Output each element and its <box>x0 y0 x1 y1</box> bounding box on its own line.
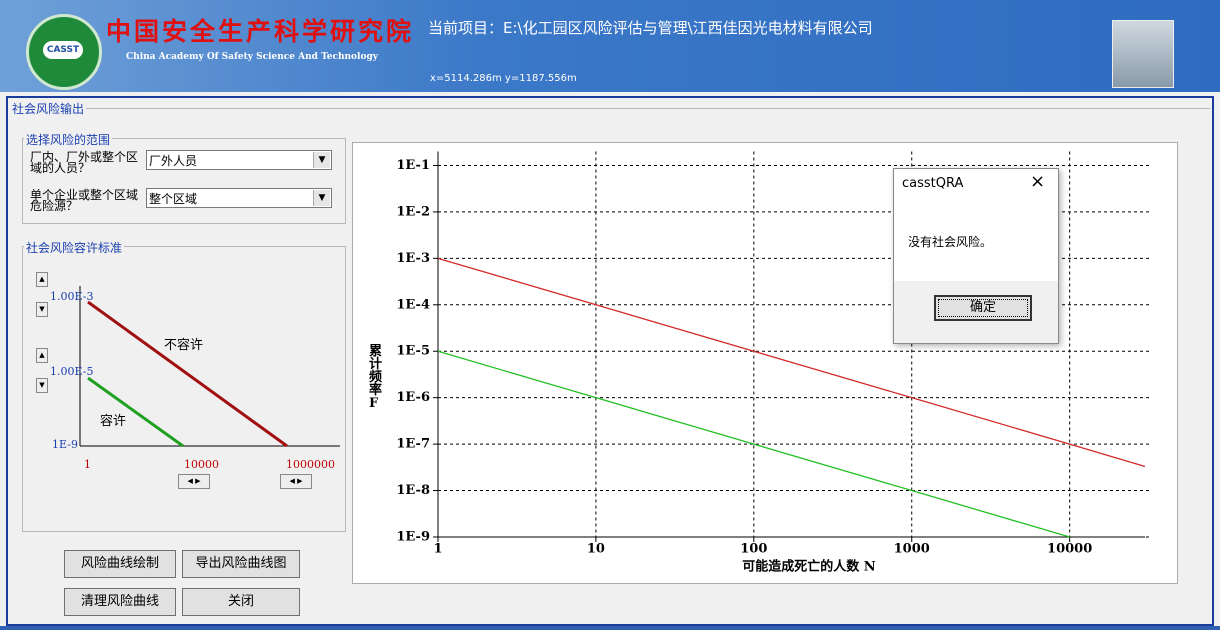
status-bar <box>0 626 1220 630</box>
h-scroll[interactable]: ◀ ▶ <box>178 474 210 489</box>
output-group-line <box>10 108 1210 109</box>
y-tick-label: 1E-4 <box>396 297 430 312</box>
select-value: 厂外人员 <box>149 154 198 168</box>
project-path: 当前项目：E:\化工园区风险评估与管理\江西佳因光电材料有限公司 <box>428 19 873 37</box>
source-select[interactable]: 整个区域 ▼ <box>146 188 332 208</box>
y-min-label: 1E-9 <box>52 438 78 451</box>
y-tick-label: 1E-5 <box>396 344 430 359</box>
dropdown-arrow[interactable]: ▼ <box>313 152 330 168</box>
range-group <box>22 138 346 224</box>
clear-button[interactable]: 清理风险曲线 <box>64 588 176 616</box>
dialog-close[interactable]: × <box>1030 171 1046 192</box>
x-tick-label: 1000 <box>894 542 930 557</box>
close-button[interactable]: 关闭 <box>182 588 300 616</box>
output-group-title: 社会风险输出 <box>10 100 87 117</box>
range-select[interactable]: 厂外人员 ▼ <box>146 150 332 170</box>
dropdown-arrow[interactable]: ▼ <box>313 190 330 206</box>
spin-down[interactable]: ▼ <box>36 302 48 317</box>
export-button[interactable]: 导出风险曲线图 <box>182 550 300 578</box>
y-tick-label: 1E-1 <box>396 158 430 173</box>
x-mid-label: 10000 <box>184 458 219 471</box>
y-axis-title: 累计频率F <box>369 344 383 411</box>
y-tick-label: 1E-9 <box>396 530 430 545</box>
y-tick-label: 1E-6 <box>396 390 430 405</box>
series-line <box>437 257 1146 468</box>
tolerance-diagram <box>79 286 340 448</box>
message-dialog: casstQRA × 没有社会风险。 确定 <box>893 168 1059 344</box>
spin-down[interactable]: ▼ <box>36 378 48 393</box>
unacceptable-line <box>87 300 288 448</box>
series-line <box>437 350 1070 538</box>
x-tick-label: 1 <box>433 542 442 557</box>
unacceptable-label: 不容许 <box>164 338 204 353</box>
x-min-label: 1 <box>84 458 91 471</box>
x-tick-label: 10000 <box>1047 542 1092 557</box>
acceptable-label: 容许 <box>100 414 127 429</box>
dialog-title: casstQRA <box>902 176 964 191</box>
main-frame <box>6 96 1214 626</box>
dialog-message: 没有社会风险。 <box>908 235 993 249</box>
range-label: 厂内、厂外或整个区域的人员？ <box>30 150 139 175</box>
y-tick-label: 1E-3 <box>396 251 430 266</box>
x-tick-label: 100 <box>740 542 767 557</box>
range-group-title: 选择风险的范围 <box>24 131 113 148</box>
y-tick-label: 1E-7 <box>396 437 430 452</box>
select-value: 整个区域 <box>149 192 198 206</box>
x-tick-label: 10 <box>587 542 605 557</box>
x-max-label: 1000000 <box>286 458 335 471</box>
x-axis-title: 可能造成死亡的人数 N <box>742 559 876 575</box>
y-tick-label: 1E-2 <box>396 204 430 219</box>
header: CASST 中国安全生产科学研究院 China Academy Of Safet… <box>0 0 1220 92</box>
spin-up[interactable]: ▲ <box>36 348 48 363</box>
spin-up[interactable]: ▲ <box>36 272 48 287</box>
upper-criterion: 1.00E-3 <box>50 290 94 303</box>
logo: CASST <box>26 14 102 90</box>
acceptable-line <box>87 376 184 448</box>
source-label: 单个企业或整个区域危险源？ <box>30 188 139 213</box>
coordinates: x=5114.286m y=1187.556m <box>430 73 577 84</box>
draw-button[interactable]: 风险曲线绘制 <box>64 550 176 578</box>
tolerance-group <box>22 246 346 532</box>
org-subtitle: China Academy Of Safety Science And Tech… <box>126 52 378 62</box>
lower-criterion: 1.00E-5 <box>50 365 94 378</box>
ok-button[interactable]: 确定 <box>934 295 1032 321</box>
logo-text: CASST <box>43 41 83 59</box>
building-image <box>1112 20 1174 88</box>
org-title: 中国安全生产科学研究院 <box>106 17 415 46</box>
y-tick-label: 1E-8 <box>396 483 430 498</box>
h-scroll[interactable]: ◀ ▶ <box>280 474 312 489</box>
tolerance-group-title: 社会风险容许标准 <box>24 239 125 256</box>
